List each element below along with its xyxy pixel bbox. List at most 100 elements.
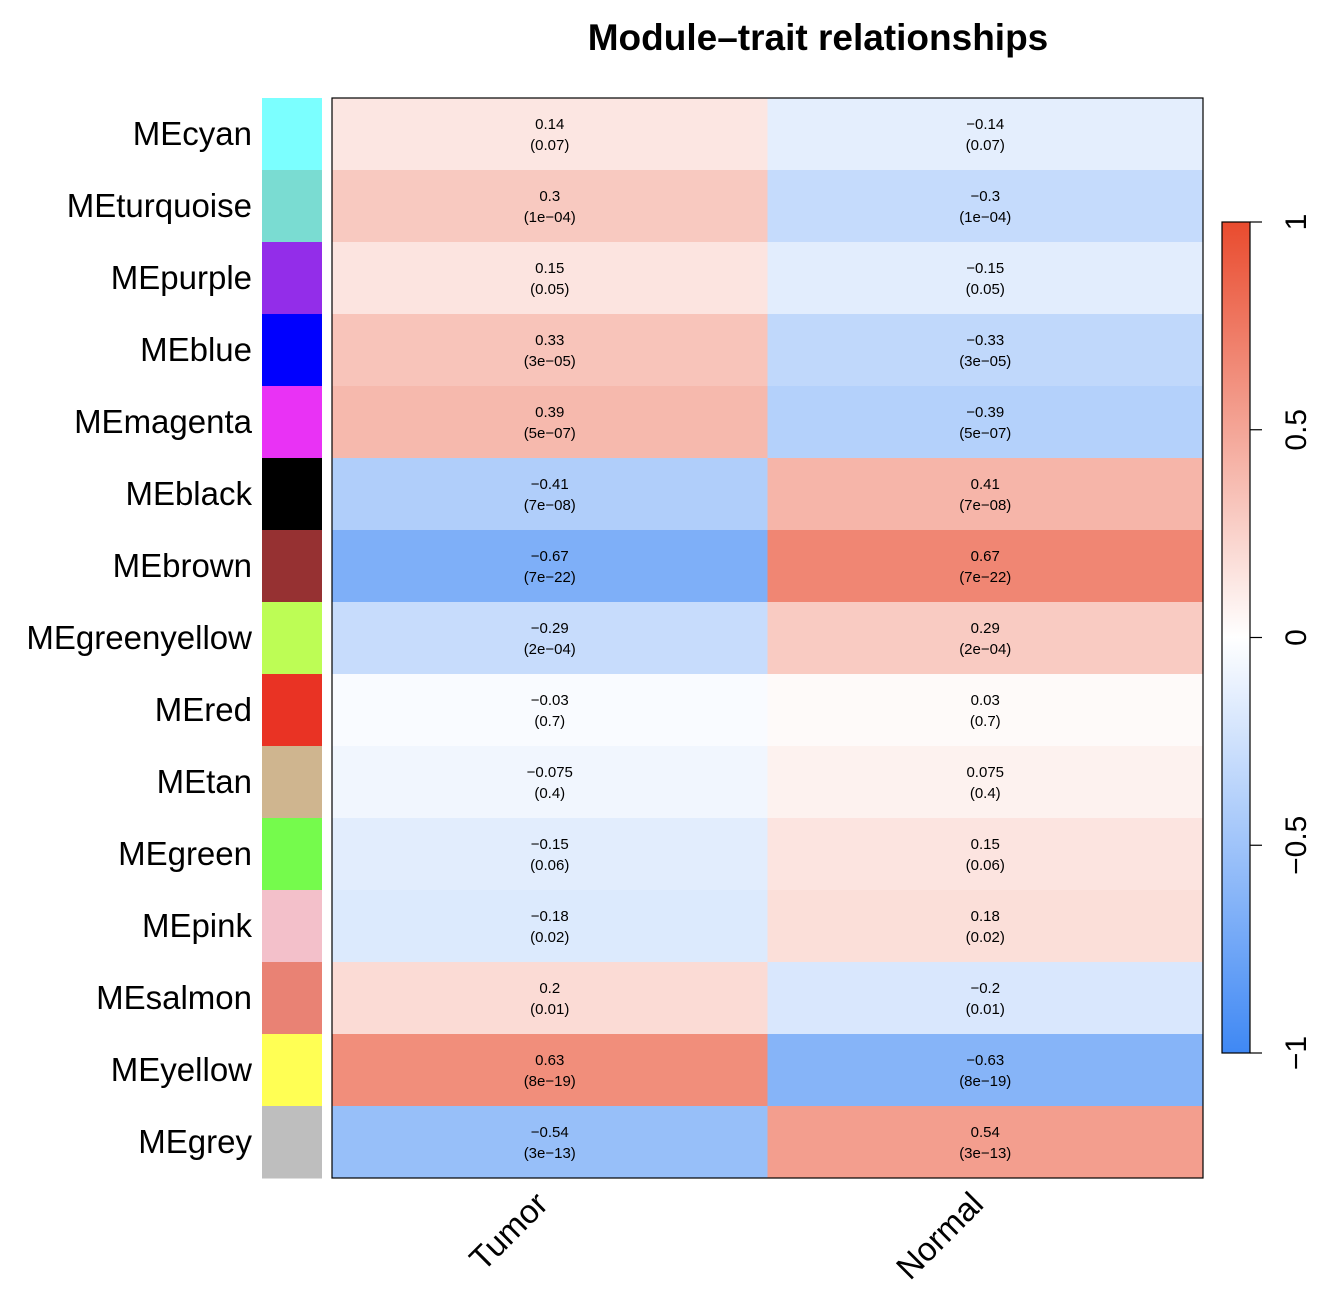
cell-pvalue: (0.06) xyxy=(530,857,569,874)
module-swatch xyxy=(262,962,322,1035)
cell-correlation: −0.15 xyxy=(966,260,1004,277)
row-label: MEyellow xyxy=(111,1051,252,1088)
module-swatch xyxy=(262,746,322,819)
module-swatch xyxy=(262,458,322,531)
cell-correlation: 0.41 xyxy=(971,476,1000,493)
heatmap-cell xyxy=(332,1034,768,1107)
cell-correlation: −0.18 xyxy=(531,908,569,925)
heatmap-cell xyxy=(332,314,768,387)
cell-correlation: 0.54 xyxy=(971,1124,1000,1141)
cell-pvalue: (0.01) xyxy=(530,1001,569,1018)
heatmap-cell xyxy=(767,602,1204,675)
row-label: MEmagenta xyxy=(74,403,253,440)
cell-pvalue: (0.01) xyxy=(966,1001,1005,1018)
chart-title: Module–trait relationships xyxy=(588,17,1049,58)
module-swatch xyxy=(262,674,322,747)
cell-correlation: 0.075 xyxy=(966,764,1004,781)
row-labels: MEcyan MEturquoise MEpurple MEblue MEmagenta… xyxy=(26,115,252,1160)
cell-correlation: −0.15 xyxy=(531,836,569,853)
heatmap-cell xyxy=(332,962,768,1035)
row-label: MEgreenyellow xyxy=(26,619,252,656)
legend-tick-label: −0.5 xyxy=(1280,816,1313,875)
row-label: MEgreen xyxy=(118,835,252,872)
column-labels: Tumor Normal xyxy=(462,1185,990,1286)
cell-correlation: −0.54 xyxy=(531,1124,569,1141)
cell-pvalue: (3e−13) xyxy=(959,1145,1011,1162)
heatmap-cell xyxy=(767,890,1204,963)
heatmap-cell xyxy=(332,170,768,243)
heatmap-cell xyxy=(332,818,768,891)
cell-correlation: 0.03 xyxy=(971,692,1000,709)
cell-correlation: 0.39 xyxy=(535,404,564,421)
column-label: Tumor xyxy=(462,1185,555,1278)
heatmap-cell xyxy=(767,674,1204,747)
cell-correlation: −0.41 xyxy=(531,476,569,493)
heatmap-cell xyxy=(767,818,1204,891)
cell-correlation: −0.33 xyxy=(966,332,1004,349)
cell-pvalue: (5e−07) xyxy=(959,425,1011,442)
cell-pvalue: (5e−07) xyxy=(524,425,576,442)
legend-tick-label: 0 xyxy=(1280,629,1313,646)
legend-tick-label: −1 xyxy=(1280,1036,1313,1070)
row-label: MEbrown xyxy=(113,547,252,584)
heatmap-cell xyxy=(332,386,768,459)
heatmap-cell xyxy=(332,674,768,747)
cell-pvalue: (0.06) xyxy=(966,857,1005,874)
heatmap-border xyxy=(331,97,1204,1179)
cell-pvalue: (7e−08) xyxy=(959,497,1011,514)
module-swatch xyxy=(262,530,322,603)
heatmap-cell xyxy=(332,458,768,531)
cell-correlation: −0.3 xyxy=(970,188,1000,205)
cell-pvalue: (2e−04) xyxy=(524,641,576,658)
heatmap-cell xyxy=(767,314,1204,387)
row-label: MEpurple xyxy=(111,259,252,296)
cell-correlation: 0.2 xyxy=(539,980,560,997)
row-label: MEtan xyxy=(157,763,252,800)
heatmap-cell xyxy=(767,962,1204,1035)
row-label: MEturquoise xyxy=(67,187,252,224)
row-label: MEpink xyxy=(142,907,253,944)
cell-correlation: 0.14 xyxy=(535,116,564,133)
cell-pvalue: (1e−04) xyxy=(524,209,576,226)
cell-correlation: −0.2 xyxy=(970,980,1000,997)
row-label: MEgrey xyxy=(138,1123,252,1160)
cell-correlation: −0.39 xyxy=(966,404,1004,421)
heatmap-cell xyxy=(332,602,768,675)
cell-correlation: 0.67 xyxy=(971,548,1000,565)
heatmap-cell xyxy=(767,458,1204,531)
cell-pvalue: (0.05) xyxy=(530,281,569,298)
module-swatch xyxy=(262,242,322,315)
cell-pvalue: (0.7) xyxy=(534,713,565,730)
cell-pvalue: (0.7) xyxy=(970,713,1001,730)
module-swatch xyxy=(262,314,322,387)
cell-pvalue: (0.4) xyxy=(534,785,565,802)
column-label: Normal xyxy=(889,1185,990,1286)
cell-correlation: 0.15 xyxy=(535,260,564,277)
heatmap-cell xyxy=(767,1106,1204,1179)
module-swatch xyxy=(262,890,322,963)
module-swatch xyxy=(262,1106,322,1179)
cell-correlation: 0.18 xyxy=(971,908,1000,925)
color-legend: 1 0.5 0 −0.5 −1 xyxy=(1221,214,1313,1070)
row-label: MEblack xyxy=(125,475,252,512)
cell-pvalue: (3e−05) xyxy=(524,353,576,370)
cell-correlation: 0.3 xyxy=(539,188,560,205)
heatmap-cell xyxy=(767,530,1204,603)
module-color-bar xyxy=(262,98,322,1179)
cell-correlation: −0.63 xyxy=(966,1052,1004,1069)
cell-pvalue: (0.02) xyxy=(530,929,569,946)
module-swatch xyxy=(262,1034,322,1107)
cell-pvalue: (7e−22) xyxy=(959,569,1011,586)
heatmap-cell xyxy=(332,98,768,171)
heatmap-cells xyxy=(332,98,1204,1179)
module-swatch xyxy=(262,98,322,171)
cell-correlation: −0.14 xyxy=(966,116,1004,133)
heatmap-cell xyxy=(332,746,768,819)
color-legend-bar xyxy=(1221,221,1251,1054)
row-label: MEsalmon xyxy=(96,979,252,1016)
color-legend-ticks: 1 0.5 0 −0.5 −1 xyxy=(1250,214,1313,1070)
heatmap-cell xyxy=(332,242,768,315)
heatmap-cell xyxy=(767,746,1204,819)
cell-pvalue: (7e−08) xyxy=(524,497,576,514)
